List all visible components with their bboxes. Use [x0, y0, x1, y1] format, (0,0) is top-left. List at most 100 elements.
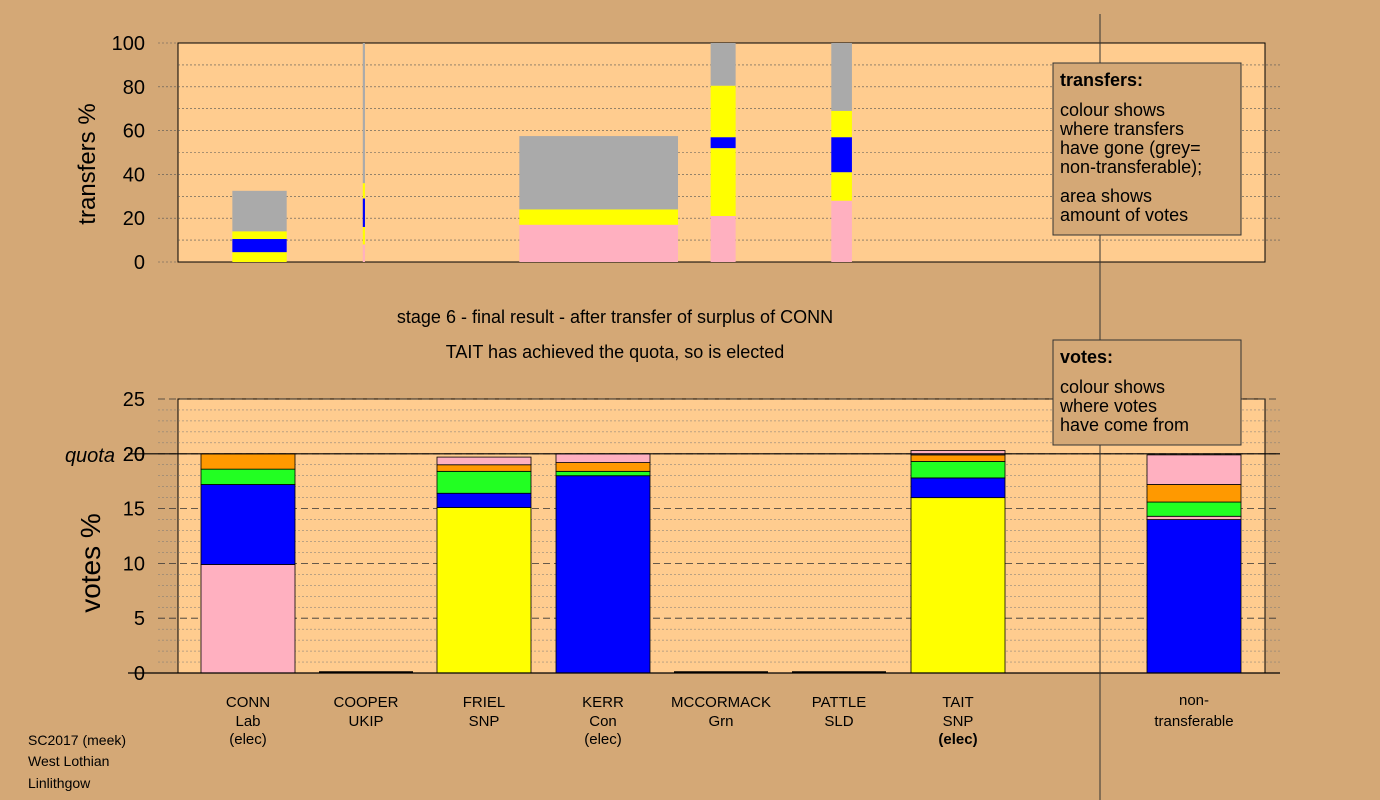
votes-legend-box — [1052, 339, 1242, 446]
transfer-bar-segment — [519, 136, 679, 210]
vote-bar-segment — [555, 453, 651, 463]
votes-y-tick-label: 25 — [123, 389, 145, 411]
transfers-legend-text-1: colour shows — [1060, 100, 1165, 120]
transfer-bar-segment — [362, 183, 365, 199]
vote-bar-segment — [436, 492, 532, 508]
candidate-name-label: TAIT — [942, 694, 973, 711]
transfers-y-axis: 0 20 40 60 80 100 — [112, 33, 178, 274]
transfer-bar-segment — [710, 148, 736, 217]
vote-bar-segment — [910, 497, 1006, 674]
transfers-y-tick-label: 40 — [123, 164, 145, 186]
quota-value-label: 20 — [123, 444, 145, 466]
votes-y-tick-label: 20 — [123, 444, 145, 466]
transfers-bars — [232, 43, 852, 262]
vote-bar-segment — [910, 477, 1006, 499]
vote-bar-segment — [436, 470, 532, 494]
candidate-name-label: MCCORMACK — [671, 694, 771, 711]
transfers-y-axis-label: transfers % — [74, 103, 101, 224]
vote-bar-segment — [1146, 484, 1242, 503]
transfers-legend-text-5: area shows — [1060, 186, 1152, 206]
votes-legend-text-2: where votes — [1059, 396, 1157, 416]
vote-bar-segment — [555, 470, 651, 477]
vote-bar-segment — [436, 507, 532, 674]
candidate-status-label: (elec) — [229, 731, 267, 748]
transfers-legend-text-3: have gone (grey= — [1060, 138, 1201, 158]
transfers-legend-text-2: where transfers — [1059, 119, 1184, 139]
transfer-bar-segment — [362, 244, 365, 262]
votes-y-tick-label: 0 — [134, 663, 145, 685]
candidate-name-label: KERR — [582, 694, 624, 711]
transfer-bar-segment — [232, 252, 287, 262]
votes-legend-title: votes: — [1060, 347, 1113, 367]
candidate-party-label: UKIP — [348, 713, 383, 730]
transfers-y-tick-label: 0 — [134, 252, 145, 274]
transfer-bar-segment — [362, 43, 365, 184]
candidate-name-label: FRIEL — [463, 694, 506, 711]
candidate-status-label: (elec) — [938, 731, 977, 748]
quota-label: quota — [65, 445, 115, 467]
footer-line-3: Linlithgow — [28, 775, 91, 791]
transfer-bar-segment — [362, 226, 365, 245]
transfer-bar-segment — [831, 137, 852, 173]
transfer-bar-segment — [710, 137, 736, 149]
votes-legend-text-3: have come from — [1060, 415, 1189, 435]
footer-line-2: West Lothian — [28, 753, 109, 769]
stage-caption: stage 6 - final result - after transfer … — [397, 307, 833, 327]
candidate-name-label: PATTLE — [812, 694, 866, 711]
transfer-bar-segment — [710, 85, 736, 138]
transfer-bar-segment — [232, 190, 287, 232]
footer-line-1: SC2017 (meek) — [28, 732, 126, 748]
transfer-bar-segment — [831, 200, 852, 262]
vote-bar-segment — [200, 564, 296, 674]
candidate-name-label: CONN — [226, 694, 270, 711]
transfers-y-tick-label: 20 — [123, 208, 145, 230]
votes-legend-text-1: colour shows — [1060, 377, 1165, 397]
transfer-bar-segment — [232, 231, 287, 240]
transfer-bar-segment — [710, 216, 736, 262]
candidate-party-label: SNP — [943, 713, 974, 730]
votes-y-tick-label: 5 — [134, 608, 145, 630]
transfer-bar-segment — [831, 43, 852, 111]
vote-bar-segment — [910, 461, 1006, 479]
candidate-party-label: Grn — [708, 713, 733, 730]
votes-y-tick-label: 15 — [123, 499, 145, 521]
votes-y-axis-label: votes % — [75, 513, 106, 613]
vote-bar-segment — [200, 484, 296, 565]
transfers-y-tick-label: 100 — [112, 33, 145, 55]
transfers-legend-box — [1052, 62, 1242, 236]
transfer-bar-segment — [831, 110, 852, 138]
votes-bars — [128, 450, 1280, 674]
vote-bar-segment — [1146, 454, 1242, 485]
transfer-bar-segment — [232, 239, 287, 253]
transfers-legend-text-6: amount of votes — [1060, 205, 1188, 225]
vote-bar-segment — [436, 464, 532, 472]
transfers-y-tick-label: 80 — [123, 77, 145, 99]
transfer-bar-segment — [831, 172, 852, 201]
transfers-legend-title: transfers: — [1060, 70, 1143, 90]
candidate-party-label: Lab — [235, 713, 260, 730]
nontransferable-label-1: non- — [1179, 692, 1209, 709]
nontransferable-label-2: transferable — [1154, 713, 1233, 730]
transfers-legend: transfers: colour shows where transfers … — [1052, 62, 1242, 236]
votes-x-axis-labels: CONNLab(elec)COOPERUKIPFRIELSNPKERRCon(e… — [226, 692, 1234, 748]
candidate-status-label: (elec) — [584, 731, 622, 748]
candidate-party-label: SNP — [469, 713, 500, 730]
transfer-bar-segment — [519, 224, 679, 262]
candidate-party-label: SLD — [824, 713, 853, 730]
transfer-bar-segment — [362, 198, 365, 227]
candidate-name-label: COOPER — [333, 694, 398, 711]
transfer-bar-segment — [710, 43, 736, 86]
transfers-legend-text-4: non-transferable); — [1060, 157, 1202, 177]
candidate-party-label: Con — [589, 713, 617, 730]
vote-bar-segment — [910, 450, 1006, 456]
vote-bar-segment — [436, 456, 532, 466]
vote-bar-segment — [1146, 519, 1242, 674]
vote-bar-segment — [200, 468, 296, 485]
transfers-y-tick-label: 60 — [123, 121, 145, 143]
result-caption: TAIT has achieved the quota, so is elect… — [446, 342, 785, 362]
vote-bar-segment — [555, 462, 651, 472]
vote-bar-segment — [1146, 501, 1242, 517]
vote-bar-segment — [555, 475, 651, 674]
